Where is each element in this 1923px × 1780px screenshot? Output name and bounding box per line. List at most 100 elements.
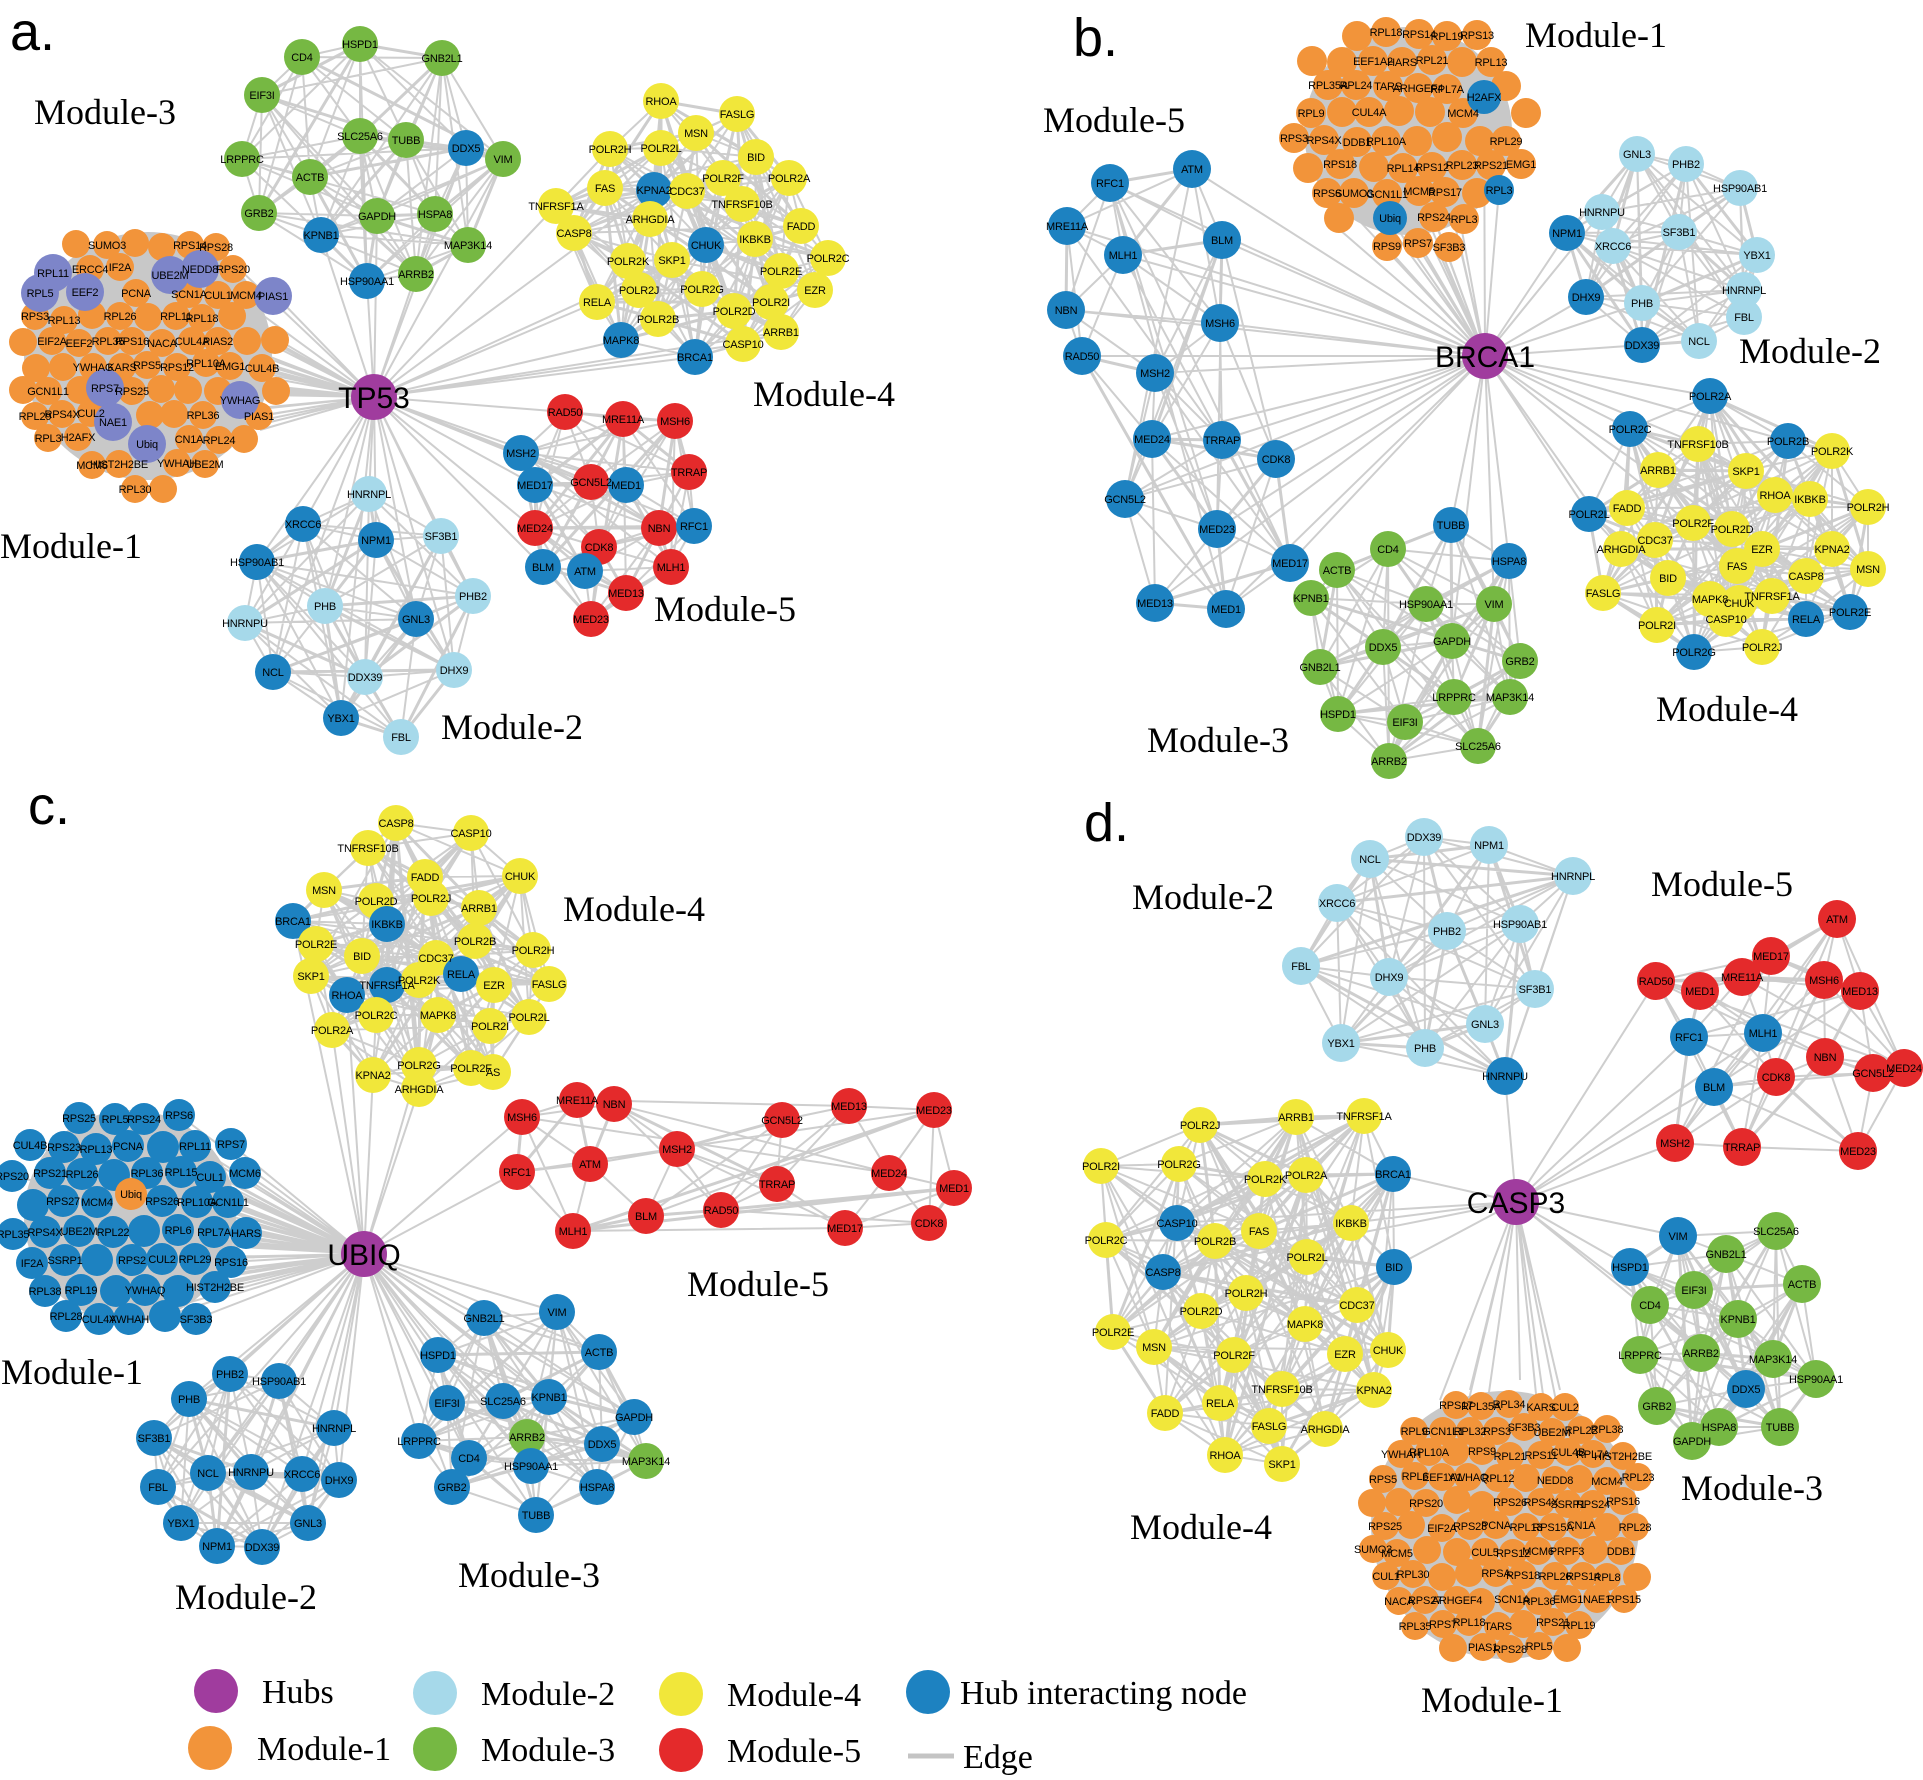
svg-text:RPL10A: RPL10A: [186, 358, 227, 370]
svg-text:DDX5: DDX5: [1369, 642, 1398, 654]
svg-text:RPL12: RPL12: [1482, 1473, 1515, 1485]
svg-text:POLR2K: POLR2K: [1811, 446, 1854, 458]
svg-text:GNL3: GNL3: [402, 614, 430, 626]
svg-text:ARRB1: ARRB1: [763, 327, 799, 339]
svg-text:TRRAP: TRRAP: [1724, 1142, 1760, 1154]
svg-text:ARRB2: ARRB2: [1371, 756, 1407, 768]
svg-text:MSH6: MSH6: [1809, 975, 1839, 987]
svg-text:RPL30: RPL30: [1397, 1569, 1430, 1581]
svg-text:RPL13: RPL13: [1510, 1522, 1543, 1534]
svg-text:UBE2M: UBE2M: [1534, 1427, 1571, 1439]
svg-text:POLR2H: POLR2H: [1847, 502, 1890, 514]
svg-text:RPS3: RPS3: [1483, 1426, 1511, 1438]
svg-text:POLR2C: POLR2C: [807, 253, 850, 265]
svg-text:TP53: TP53: [338, 382, 410, 415]
svg-text:PIAS1: PIAS1: [258, 291, 288, 303]
svg-text:Module-3: Module-3: [481, 1732, 615, 1769]
svg-text:RELA: RELA: [1792, 614, 1821, 626]
svg-text:POLR2I: POLR2I: [752, 297, 790, 309]
svg-text:MSN: MSN: [312, 885, 336, 897]
svg-text:CD4: CD4: [1377, 544, 1398, 556]
svg-text:FASLG: FASLG: [720, 109, 754, 121]
svg-text:POLR2F: POLR2F: [1213, 1350, 1255, 1362]
svg-text:POLR2B: POLR2B: [637, 314, 679, 326]
svg-text:Module-5: Module-5: [1651, 864, 1793, 904]
svg-text:SUMO3: SUMO3: [1354, 1544, 1392, 1556]
svg-text:CUL5: CUL5: [1471, 1547, 1498, 1559]
svg-text:Module-4: Module-4: [727, 1677, 861, 1714]
svg-text:RPL23: RPL23: [1446, 160, 1479, 172]
svg-text:BLM: BLM: [1703, 1082, 1725, 1094]
svg-text:CDC37: CDC37: [669, 186, 704, 198]
svg-text:MSH2: MSH2: [662, 1144, 692, 1156]
svg-text:HSPA8: HSPA8: [1702, 1422, 1736, 1434]
svg-text:HSP90AB1: HSP90AB1: [252, 1376, 306, 1388]
svg-text:DHX9: DHX9: [440, 665, 469, 677]
svg-text:BID: BID: [1659, 573, 1677, 585]
svg-text:RPL36: RPL36: [1523, 1596, 1556, 1608]
svg-text:ARHGDIA: ARHGDIA: [395, 1084, 445, 1096]
svg-text:DDB1: DDB1: [1343, 137, 1372, 149]
svg-text:RPL19: RPL19: [65, 1285, 98, 1297]
svg-text:Module-1: Module-1: [1421, 1680, 1563, 1720]
svg-text:HSP90AA1: HSP90AA1: [1789, 1374, 1843, 1386]
svg-text:NPM1: NPM1: [202, 1541, 232, 1553]
svg-text:MCM6: MCM6: [76, 460, 108, 472]
svg-text:RPS12: RPS12: [160, 362, 194, 374]
svg-text:NBN: NBN: [1055, 305, 1078, 317]
svg-text:ARRB2: ARRB2: [1683, 1348, 1719, 1360]
svg-text:MED23: MED23: [573, 614, 609, 626]
svg-text:Module-2: Module-2: [481, 1676, 615, 1713]
svg-text:NACA: NACA: [1384, 1596, 1415, 1608]
svg-text:TRRAP: TRRAP: [1204, 435, 1240, 447]
svg-text:GNL3: GNL3: [294, 1518, 322, 1530]
svg-text:PCNA: PCNA: [113, 1141, 144, 1153]
svg-text:Edge: Edge: [963, 1739, 1033, 1775]
svg-text:GNL3: GNL3: [1623, 149, 1651, 161]
svg-text:PHB: PHB: [178, 1394, 200, 1406]
svg-text:Module-5: Module-5: [1043, 100, 1185, 140]
svg-text:NCL: NCL: [1359, 854, 1380, 866]
svg-text:RPS27: RPS27: [46, 1196, 80, 1208]
svg-text:RFC1: RFC1: [1096, 178, 1124, 190]
svg-text:POLR2G: POLR2G: [1157, 1159, 1200, 1171]
svg-text:MSH6: MSH6: [1205, 318, 1235, 330]
svg-text:HNRNPL: HNRNPL: [347, 489, 391, 501]
svg-text:POLR2K: POLR2K: [398, 975, 441, 987]
svg-text:HARS: HARS: [1387, 57, 1417, 69]
svg-text:RAD50: RAD50: [548, 407, 583, 419]
svg-text:GCN5L2: GCN5L2: [570, 477, 612, 489]
svg-text:RPL10A: RPL10A: [1366, 136, 1407, 148]
svg-text:SKP1: SKP1: [1268, 1459, 1295, 1471]
svg-text:NPM1: NPM1: [361, 535, 391, 547]
svg-text:IKBKB: IKBKB: [1335, 1218, 1366, 1230]
svg-text:RPS9: RPS9: [1373, 241, 1401, 253]
svg-text:IF2A: IF2A: [109, 262, 132, 274]
svg-text:CASP8: CASP8: [1145, 1267, 1180, 1279]
svg-text:XRCC6: XRCC6: [284, 1469, 320, 1481]
svg-text:CDK8: CDK8: [585, 542, 614, 554]
svg-text:YWHAG: YWHAG: [73, 362, 114, 374]
svg-text:RPS26: RPS26: [145, 1196, 179, 1208]
svg-text:MED24: MED24: [1886, 1063, 1922, 1075]
svg-text:HNRNPL: HNRNPL: [1551, 871, 1595, 883]
svg-text:NCL: NCL: [197, 1468, 218, 1480]
svg-text:UBIQ: UBIQ: [327, 1239, 400, 1272]
svg-text:PCNA: PCNA: [121, 288, 152, 300]
svg-text:RPL24: RPL24: [1340, 80, 1373, 92]
svg-text:EMG1: EMG1: [1553, 1594, 1583, 1606]
svg-text:SF3B3: SF3B3: [1508, 1422, 1541, 1434]
svg-text:PHB: PHB: [1414, 1043, 1436, 1055]
svg-text:NBN: NBN: [603, 1099, 626, 1111]
svg-text:SSRP1: SSRP1: [1550, 1499, 1585, 1511]
svg-text:RPL32: RPL32: [1454, 1426, 1487, 1438]
svg-text:RPS17: RPS17: [1428, 187, 1462, 199]
svg-text:VIM: VIM: [548, 1307, 567, 1319]
svg-text:MED1: MED1: [611, 480, 641, 492]
svg-text:CUL4B: CUL4B: [13, 1140, 47, 1152]
svg-text:RPL11: RPL11: [37, 268, 69, 280]
svg-text:RPS24: RPS24: [1576, 1499, 1610, 1511]
svg-text:MAP3K14: MAP3K14: [1749, 1354, 1797, 1366]
svg-text:UBE2M: UBE2M: [152, 270, 189, 282]
svg-text:MED23: MED23: [916, 1105, 952, 1117]
